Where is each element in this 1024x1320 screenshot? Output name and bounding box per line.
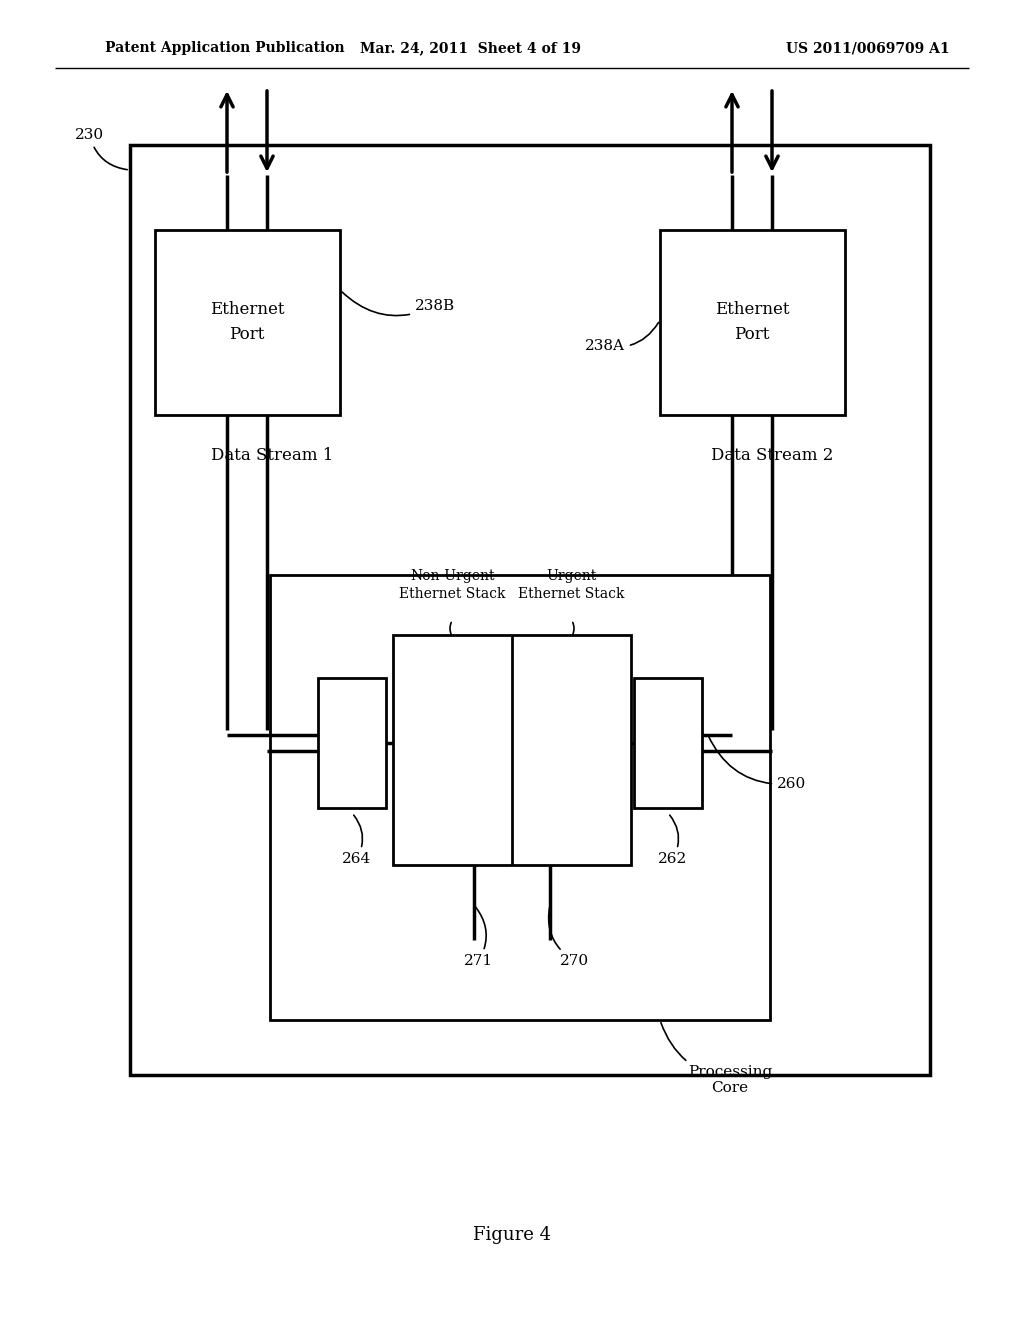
Bar — [318, 678, 386, 808]
Text: Figure 4: Figure 4 — [473, 1226, 551, 1243]
Text: 260: 260 — [709, 735, 806, 791]
Bar — [393, 635, 631, 865]
Text: US 2011/0069709 A1: US 2011/0069709 A1 — [786, 41, 950, 55]
Text: 271: 271 — [464, 907, 494, 968]
Text: Urgent
Ethernet Stack: Urgent Ethernet Stack — [518, 569, 625, 601]
Text: Patent Application Publication: Patent Application Publication — [105, 41, 345, 55]
Text: Non-Urgent
Ethernet Stack: Non-Urgent Ethernet Stack — [399, 569, 506, 601]
Text: 264: 264 — [342, 816, 372, 866]
Text: Ethernet
Port: Ethernet Port — [715, 301, 790, 343]
Text: Mar. 24, 2011  Sheet 4 of 19: Mar. 24, 2011 Sheet 4 of 19 — [359, 41, 581, 55]
Text: 270: 270 — [549, 908, 589, 968]
Text: 238A: 238A — [585, 322, 658, 352]
Text: Ethernet
Port: Ethernet Port — [210, 301, 285, 343]
Bar — [660, 230, 845, 414]
Bar — [130, 145, 930, 1074]
Bar — [270, 576, 770, 1020]
Text: Data Stream 1: Data Stream 1 — [211, 446, 333, 463]
Bar — [155, 230, 340, 414]
Text: 230: 230 — [75, 128, 127, 170]
Text: Data Stream 2: Data Stream 2 — [711, 446, 834, 463]
Text: Processing
Core: Processing Core — [660, 1023, 772, 1096]
Bar — [634, 678, 702, 808]
Text: 238B: 238B — [342, 292, 455, 315]
Text: 262: 262 — [658, 816, 687, 866]
